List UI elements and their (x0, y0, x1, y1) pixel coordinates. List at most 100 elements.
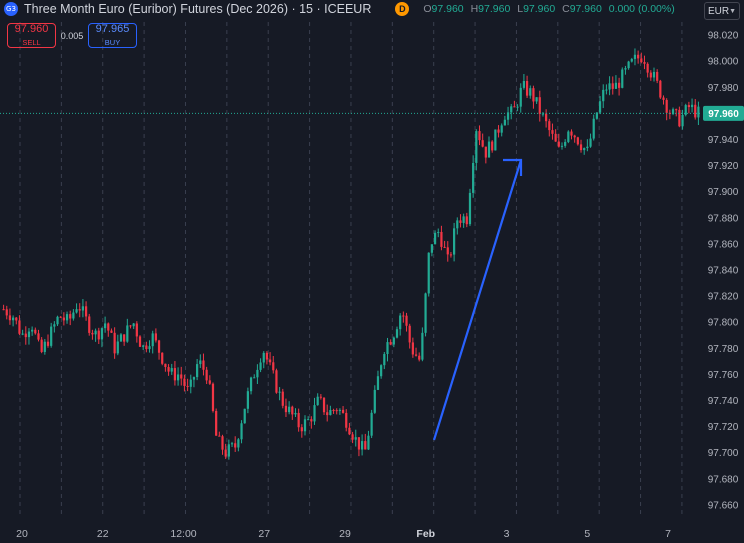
candle-body (614, 82, 618, 89)
currency-selector[interactable]: EUR ▼ (704, 2, 740, 20)
ohlc-open-label: O (423, 3, 432, 15)
price-axis-label: 97.800 (708, 318, 739, 329)
candle-body (291, 406, 294, 415)
candle-body (240, 423, 243, 440)
price-axis-label: 97.920 (708, 161, 739, 172)
candle-body (583, 148, 586, 151)
time-axis-label: 20 (16, 528, 28, 540)
sell-label: SELL (22, 37, 41, 47)
price-axis[interactable] (702, 22, 744, 518)
candle-body (395, 329, 399, 338)
candle-body (215, 410, 218, 436)
candle-body (659, 80, 662, 98)
ohlc-low: 97.960 (523, 3, 556, 15)
candle-body (278, 391, 281, 393)
candle-body (300, 427, 303, 432)
candle-body (440, 231, 443, 247)
candle-body (151, 333, 154, 347)
candle-body (119, 334, 123, 342)
candle-body (218, 435, 221, 437)
candle-body (545, 113, 548, 122)
buy-button[interactable]: 97.965 BUY (88, 23, 137, 48)
candle-body (326, 412, 329, 416)
candle-body (196, 364, 199, 378)
candle-body (535, 97, 538, 102)
candle-body (288, 406, 291, 413)
time-axis-label: 3 (504, 528, 510, 540)
candle-body (161, 352, 164, 364)
candle-body (443, 246, 446, 248)
candle-body (472, 162, 475, 193)
candle-body (503, 119, 506, 126)
candle-body (414, 354, 418, 356)
candle-body (665, 99, 668, 113)
sell-button[interactable]: 97.960 SELL (7, 23, 56, 48)
candle-body (595, 112, 598, 119)
time-axis-label: 12:00 (170, 528, 196, 540)
candle-body (671, 109, 675, 115)
candle-body (649, 72, 652, 78)
ohlc-close-label: C (562, 3, 570, 15)
candle-body (579, 144, 583, 151)
candle-body (256, 369, 259, 378)
candle-body (586, 146, 589, 149)
price-axis-label: 97.980 (708, 83, 739, 94)
candle-body (478, 131, 481, 141)
candle-body (500, 125, 503, 133)
candle-body (646, 63, 649, 73)
candle-body (246, 391, 249, 409)
time-axis[interactable] (0, 520, 744, 543)
candle-body (21, 333, 24, 335)
price-axis-label: 97.940 (708, 135, 739, 146)
candle-body (31, 329, 34, 332)
candle-body (253, 377, 256, 379)
candle-body (494, 129, 497, 151)
candle-body (525, 81, 529, 96)
candle-body (18, 320, 21, 334)
candle-body (516, 106, 519, 108)
time-axis-label: 27 (258, 528, 270, 540)
candle-body (643, 62, 646, 64)
time-axis-label: Feb (416, 528, 435, 540)
ohlc-change: 0.000 (0.00%) (608, 3, 675, 15)
candle-body (221, 436, 224, 450)
candle-body (249, 377, 253, 392)
trend-arrow-head[interactable] (503, 158, 523, 176)
candle-body (376, 376, 380, 390)
candle-body (433, 232, 437, 245)
candle-body (192, 377, 196, 380)
symbol-title[interactable]: Three Month Euro (Euribor) Futures (Dec … (24, 2, 372, 16)
candle-body (116, 341, 119, 354)
symbol-logo-icon[interactable]: G3 (4, 2, 18, 16)
delayed-data-icon[interactable]: D (395, 2, 410, 16)
candle-body (338, 409, 342, 411)
candle-body (145, 345, 148, 350)
candle-body (199, 360, 202, 365)
candle-body (230, 443, 234, 445)
candle-body (65, 314, 69, 321)
candle-body (205, 369, 208, 381)
candle-body (234, 443, 237, 448)
price-axis-label: 97.680 (708, 474, 739, 485)
candle-body (557, 141, 560, 147)
candle-body (37, 333, 40, 340)
candle-body (522, 81, 526, 88)
candle-body (335, 410, 338, 412)
candle-body (8, 315, 12, 321)
candle-body (129, 325, 132, 327)
trend-arrow-shaft[interactable] (432, 159, 523, 441)
price-axis-label: 97.840 (708, 266, 739, 277)
candle-body (567, 131, 570, 142)
trend-arrow[interactable] (432, 158, 523, 441)
candle-body (548, 121, 551, 131)
candle-body (475, 131, 478, 163)
candle-body (386, 342, 389, 355)
candle-body (560, 145, 564, 147)
candle-body (541, 113, 545, 115)
ohlc-high: 97.960 (478, 3, 511, 15)
candle-body (357, 437, 361, 450)
candle-body (332, 410, 335, 412)
candle-body (173, 368, 177, 381)
candle-body (132, 323, 135, 327)
